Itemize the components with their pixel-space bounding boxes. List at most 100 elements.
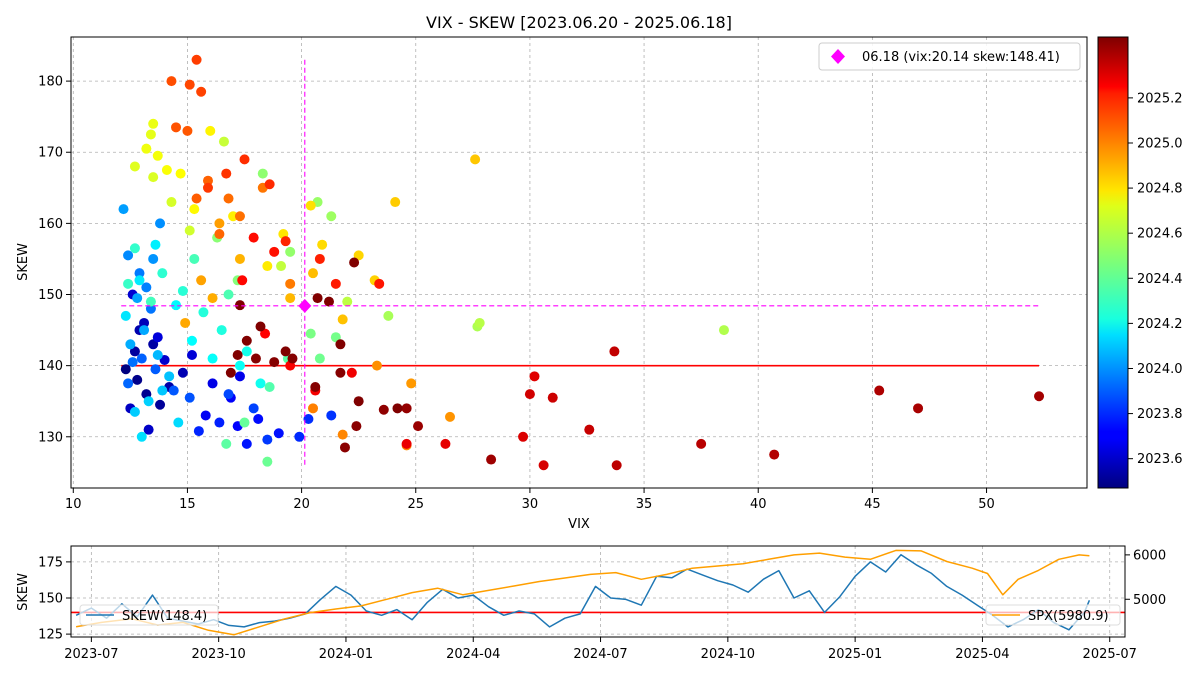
scatter-point bbox=[148, 339, 159, 350]
scatter-point bbox=[228, 211, 239, 222]
main-y-axis-ticks: 130 140 150 160 170 180 bbox=[38, 75, 71, 445]
scatter-point bbox=[250, 353, 261, 364]
scatter-point bbox=[273, 428, 284, 439]
main-y-axis-label: SKEW bbox=[16, 243, 31, 281]
scatter-point bbox=[123, 378, 134, 389]
skew-line bbox=[75, 553, 1091, 631]
sub-grid bbox=[71, 546, 1125, 637]
colorbar-tick-label: 2025.2 bbox=[1137, 91, 1183, 106]
scatter-point bbox=[207, 378, 218, 389]
scatter-point bbox=[474, 317, 485, 328]
scatter-point bbox=[123, 250, 134, 261]
scatter-point bbox=[148, 118, 159, 129]
scatter-point bbox=[129, 243, 140, 254]
scatter-point bbox=[1034, 391, 1045, 402]
scatter-point bbox=[198, 307, 209, 318]
sub-x-tick-label: 2025-07 bbox=[1083, 647, 1137, 662]
scatter-point bbox=[337, 429, 348, 440]
scatter-points bbox=[118, 54, 1045, 471]
scatter-point bbox=[118, 204, 129, 215]
scatter-point bbox=[310, 381, 321, 392]
colorbar-tick-label: 2024.8 bbox=[1137, 182, 1183, 197]
scatter-point bbox=[486, 454, 497, 465]
highlight-markers bbox=[121, 59, 1040, 467]
legend-label: 06.18 (vix:20.14 skew:148.41) bbox=[862, 50, 1060, 65]
scatter-point bbox=[193, 426, 204, 437]
scatter-point bbox=[276, 261, 287, 272]
scatter-point bbox=[202, 175, 213, 186]
main-x-tick-label: 25 bbox=[407, 497, 424, 512]
sub-plot-frame bbox=[70, 545, 1126, 638]
scatter-point bbox=[339, 442, 350, 453]
scatter-point bbox=[413, 421, 424, 432]
scatter-point bbox=[390, 197, 401, 208]
scatter-point bbox=[189, 253, 200, 264]
scatter-point bbox=[150, 364, 161, 375]
scatter-point bbox=[136, 431, 147, 442]
main-x-tick-label: 40 bbox=[750, 497, 767, 512]
scatter-point bbox=[584, 424, 595, 435]
scatter-point bbox=[401, 438, 412, 449]
chart-title: VIX - SKEW [2023.06.20 - 2025.06.18] bbox=[426, 13, 732, 32]
scatter-point bbox=[225, 367, 236, 378]
scatter-point bbox=[326, 410, 337, 421]
scatter-point bbox=[314, 353, 325, 364]
main-x-tick-label: 30 bbox=[522, 497, 539, 512]
scatter-point bbox=[280, 346, 291, 357]
scatter-point bbox=[312, 293, 323, 304]
sub-x-tick-label: 2024-10 bbox=[701, 647, 755, 662]
scatter-point bbox=[518, 431, 529, 442]
scatter-point bbox=[155, 399, 166, 410]
main-x-tick-label: 10 bbox=[65, 497, 82, 512]
scatter-point bbox=[205, 125, 216, 136]
scatter-point bbox=[262, 456, 273, 467]
scatter-point bbox=[248, 232, 259, 243]
scatter-point bbox=[221, 168, 232, 179]
sub-legend-skew: SKEW(148.4) bbox=[79, 604, 219, 626]
scatter-point bbox=[874, 385, 885, 396]
sub-x-tick-label: 2025-04 bbox=[955, 647, 1009, 662]
scatter-point bbox=[346, 367, 357, 378]
scatter-point bbox=[253, 413, 264, 424]
scatter-point bbox=[255, 321, 266, 332]
scatter-point bbox=[207, 353, 218, 364]
scatter-point bbox=[223, 193, 234, 204]
colorbar-tick-label: 2024.4 bbox=[1137, 272, 1183, 287]
scatter-point bbox=[335, 339, 346, 350]
main-plot-frame bbox=[70, 36, 1088, 489]
scatter-point bbox=[234, 360, 245, 371]
colorbar-tick-label: 2024.6 bbox=[1137, 227, 1183, 242]
main-x-tick-label: 20 bbox=[293, 497, 310, 512]
scatter-point bbox=[335, 367, 346, 378]
scatter-point bbox=[269, 357, 280, 368]
scatter-point bbox=[125, 339, 136, 350]
scatter-point bbox=[148, 172, 159, 183]
scatter-point bbox=[371, 360, 382, 371]
scatter-point bbox=[285, 246, 296, 257]
scatter-point bbox=[157, 385, 168, 396]
scatter-point bbox=[191, 193, 202, 204]
sub-y-axis-ticks: 125 150 175 bbox=[38, 555, 71, 643]
scatter-point bbox=[214, 229, 225, 240]
scatter-point bbox=[120, 364, 131, 375]
scatter-point bbox=[139, 325, 150, 336]
highlight-diamond bbox=[298, 298, 312, 313]
scatter-point bbox=[337, 314, 348, 325]
scatter-point bbox=[214, 417, 225, 428]
scatter-point bbox=[330, 332, 341, 343]
legend-diamond-marker bbox=[831, 49, 845, 64]
legend-skew-label: SKEW(148.4) bbox=[122, 609, 207, 624]
main-x-axis-label: VIX bbox=[568, 517, 590, 532]
scatter-point bbox=[223, 289, 234, 300]
scatter-point bbox=[353, 250, 364, 261]
scatter-point bbox=[260, 328, 271, 339]
scatter-point bbox=[234, 253, 245, 264]
scatter-point bbox=[120, 310, 131, 321]
scatter-point bbox=[529, 371, 540, 382]
spx-line bbox=[75, 549, 1090, 636]
scatter-point bbox=[353, 396, 364, 407]
main-y-tick-label: 170 bbox=[38, 146, 63, 161]
scatter-point bbox=[187, 349, 198, 360]
scatter-point bbox=[196, 275, 207, 286]
main-x-tick-label: 15 bbox=[179, 497, 196, 512]
